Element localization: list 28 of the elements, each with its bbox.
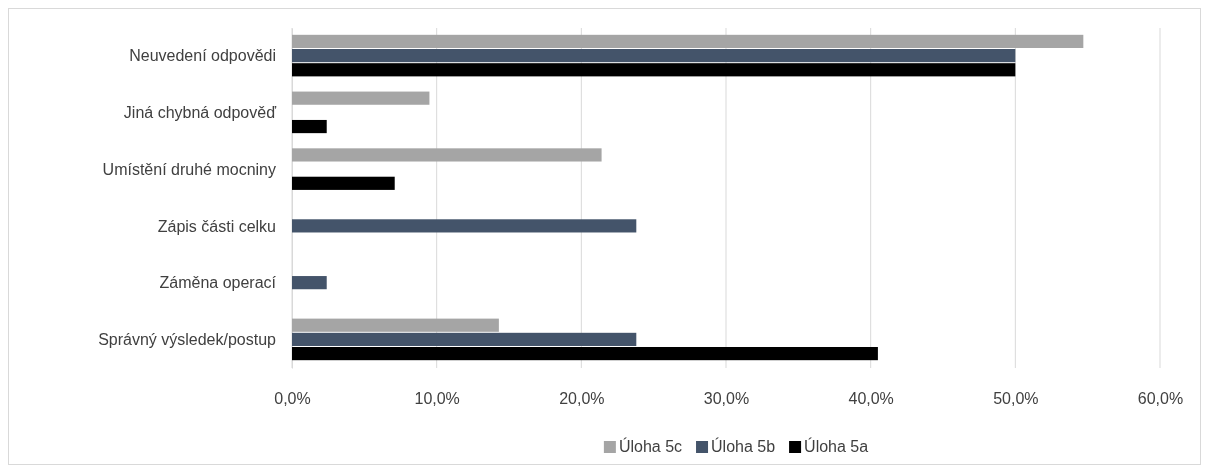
y-tick-label: Zápis části celku [157, 217, 276, 235]
bar [292, 219, 637, 233]
legend-label: Úloha 5c [618, 437, 683, 455]
x-tick-label: 60,0% [1137, 390, 1184, 408]
x-tick-label: 20,0% [559, 390, 605, 408]
legend-label: Úloha 5a [804, 437, 869, 455]
x-tick-label: 30,0% [703, 390, 750, 408]
y-tick-label: Správný výsledek/postup [98, 331, 277, 349]
bar [292, 34, 1084, 48]
bar [292, 49, 1016, 63]
x-tick-label: 50,0% [993, 390, 1039, 408]
y-tick-label: Umístění druhé mocniny [102, 160, 276, 178]
y-tick-label: Jiná chybná odpověď [123, 103, 277, 121]
x-tick-label: 40,0% [848, 390, 894, 408]
bar [292, 91, 430, 105]
bar [292, 332, 637, 346]
bar [292, 276, 327, 290]
bar [292, 63, 1016, 77]
legend-label: Úloha 5b [711, 437, 776, 455]
bar [292, 318, 499, 332]
y-tick-label: Záměna operací [159, 274, 277, 292]
x-tick-label: 0,0% [274, 390, 311, 408]
bar [292, 148, 602, 162]
y-tick-label: Neuvedení odpovědi [129, 47, 276, 65]
bar [292, 119, 327, 134]
x-tick-label: 10,0% [414, 390, 460, 408]
bar [292, 347, 878, 361]
bar [292, 176, 395, 190]
